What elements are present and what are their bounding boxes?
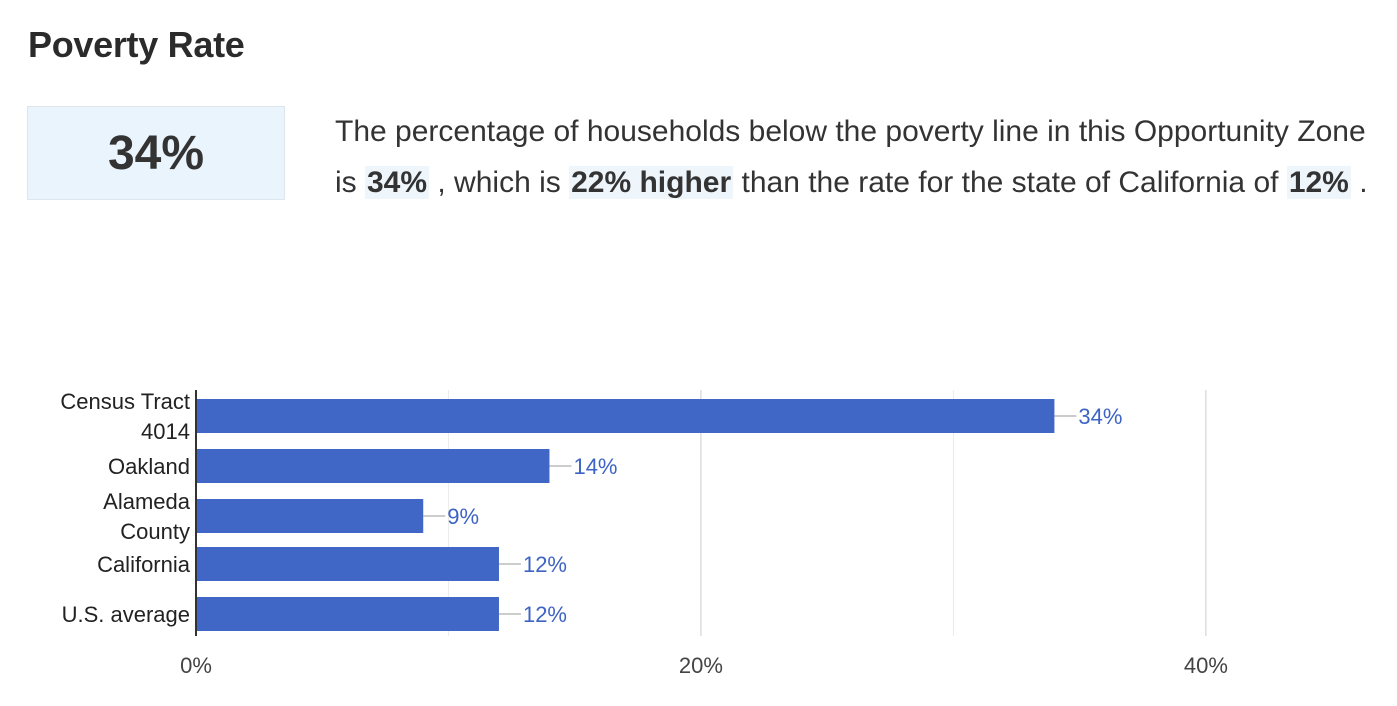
highlight-state-rate: 12% [1286,166,1351,199]
category-label: 4014 [141,419,190,444]
x-tick-label: 20% [679,653,723,678]
x-tick-label: 0% [180,653,212,678]
category-label: Census Tract [60,389,190,414]
x-tick-label: 40% [1184,653,1228,678]
category-label: Alameda [103,489,191,514]
data-label: 9% [447,504,479,529]
poverty-rate-bar-chart: 34% 14% 9% 12% 12% Census Tract 4014 Oakland Ala… [60,389,1228,678]
description-text: than the rate for the state of Californi… [733,166,1287,199]
category-label: Oakland [108,454,190,479]
page-title: Poverty Rate [28,24,245,65]
bar [196,449,550,483]
category-label: County [120,519,190,544]
data-label: 12% [523,602,567,627]
poverty-description: The percentage of households below the p… [335,106,1380,208]
data-label: 14% [573,454,617,479]
bar [196,547,499,581]
description-text: , which is [429,166,570,199]
bar [196,597,499,631]
data-label: 34% [1078,404,1122,429]
poverty-rate-stat: 34% [27,106,285,200]
data-label: 12% [523,552,567,577]
highlight-difference: 22% higher [569,166,734,199]
description-text: The percentage of households below the p… [335,115,1366,199]
category-label: U.S. average [62,602,190,627]
category-label: California [97,552,191,577]
bar [196,399,1055,433]
highlight-tract-rate: 34% [365,166,430,199]
bar [196,499,424,533]
description-text: . [1350,166,1368,199]
